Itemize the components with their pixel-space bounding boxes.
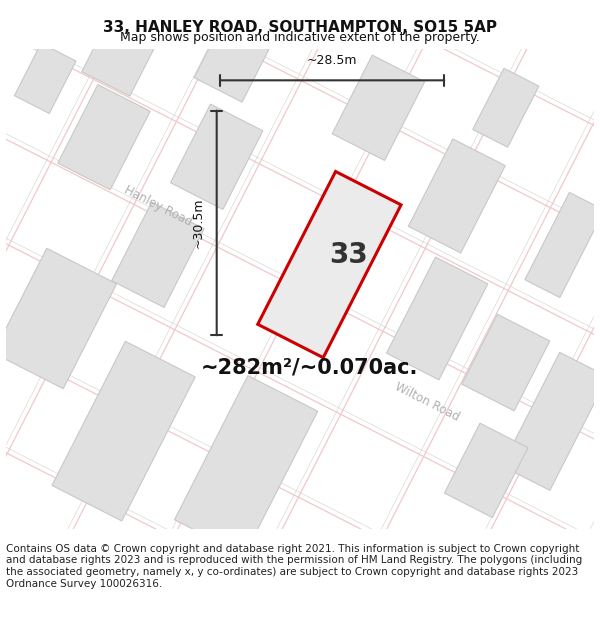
Text: Wilton Road: Wilton Road <box>393 380 462 424</box>
Polygon shape <box>194 25 269 102</box>
Polygon shape <box>502 352 600 491</box>
Text: 33, HANLEY ROAD, SOUTHAMPTON, SO15 5AP: 33, HANLEY ROAD, SOUTHAMPTON, SO15 5AP <box>103 20 497 35</box>
Polygon shape <box>525 192 600 298</box>
Text: 33: 33 <box>329 241 368 269</box>
Text: ~282m²/~0.070ac.: ~282m²/~0.070ac. <box>201 357 418 377</box>
Text: Map shows position and indicative extent of the property.: Map shows position and indicative extent… <box>120 31 480 44</box>
Text: Hanl
Road: Hanl Road <box>64 367 95 398</box>
Polygon shape <box>175 376 318 555</box>
Polygon shape <box>14 43 76 114</box>
Text: ~28.5m: ~28.5m <box>307 54 358 67</box>
Polygon shape <box>52 341 195 521</box>
Polygon shape <box>170 104 263 209</box>
Polygon shape <box>58 84 150 190</box>
Polygon shape <box>258 171 401 357</box>
Polygon shape <box>445 423 528 518</box>
Polygon shape <box>82 2 166 96</box>
Text: Hanley Road: Hanley Road <box>122 183 194 228</box>
Text: ~30.5m: ~30.5m <box>192 198 205 248</box>
Polygon shape <box>0 248 116 389</box>
Polygon shape <box>473 68 539 148</box>
Polygon shape <box>409 139 505 253</box>
Polygon shape <box>462 314 550 411</box>
Polygon shape <box>386 257 488 380</box>
Polygon shape <box>332 55 425 161</box>
Polygon shape <box>112 202 204 308</box>
Text: Contains OS data © Crown copyright and database right 2021. This information is : Contains OS data © Crown copyright and d… <box>6 544 582 589</box>
